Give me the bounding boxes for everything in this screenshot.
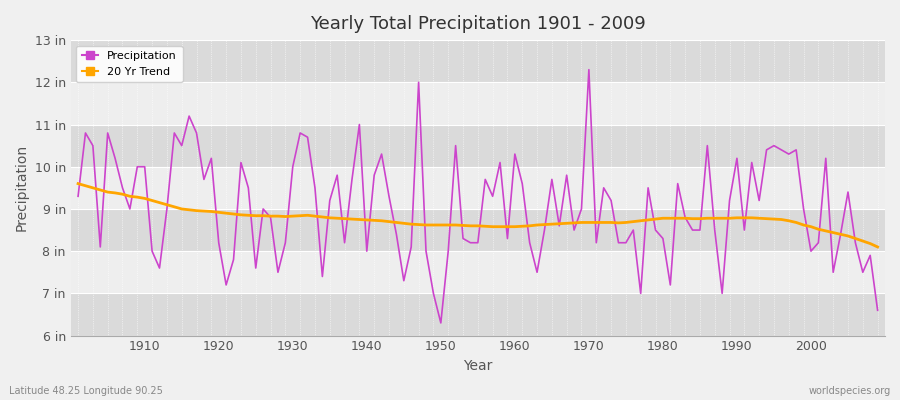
Bar (71, 124, 885, 167)
Bar (71, 293, 885, 336)
Bar (71, 82, 885, 124)
Bar (71, 40, 885, 82)
X-axis label: Year: Year (464, 359, 492, 373)
Text: Latitude 48.25 Longitude 90.25: Latitude 48.25 Longitude 90.25 (9, 386, 163, 396)
Bar (71, 251, 885, 293)
Text: worldspecies.org: worldspecies.org (809, 386, 891, 396)
Bar (71, 167, 885, 209)
Legend: Precipitation, 20 Yr Trend: Precipitation, 20 Yr Trend (76, 46, 183, 82)
Y-axis label: Precipitation: Precipitation (15, 144, 29, 232)
Title: Yearly Total Precipitation 1901 - 2009: Yearly Total Precipitation 1901 - 2009 (310, 15, 645, 33)
Bar (71, 209, 885, 251)
